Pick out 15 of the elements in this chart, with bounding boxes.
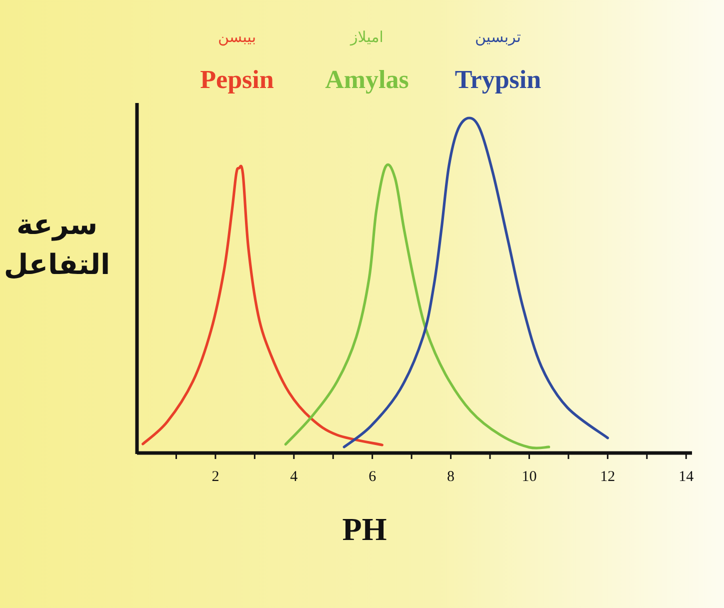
x-tick-label: 10	[522, 469, 537, 485]
x-tick-label: 4	[290, 469, 298, 485]
x-tick-label: 12	[600, 469, 616, 485]
text: بيبسن	[218, 28, 256, 46]
x-tick-label: 6	[368, 469, 377, 485]
y-axis-title: سرعة التفاعل	[2, 207, 112, 283]
x-tick-label: 8	[447, 469, 455, 485]
text: تربسين	[475, 28, 521, 46]
text: اميلاز	[350, 28, 384, 46]
series-label: Trypsin	[454, 65, 542, 94]
text: Amylas	[325, 65, 409, 94]
x-tick-label: 2	[212, 469, 220, 485]
x-tick-label: 14	[678, 469, 694, 485]
text: Pepsin	[200, 65, 274, 94]
x-axis-title: PH	[342, 511, 387, 547]
